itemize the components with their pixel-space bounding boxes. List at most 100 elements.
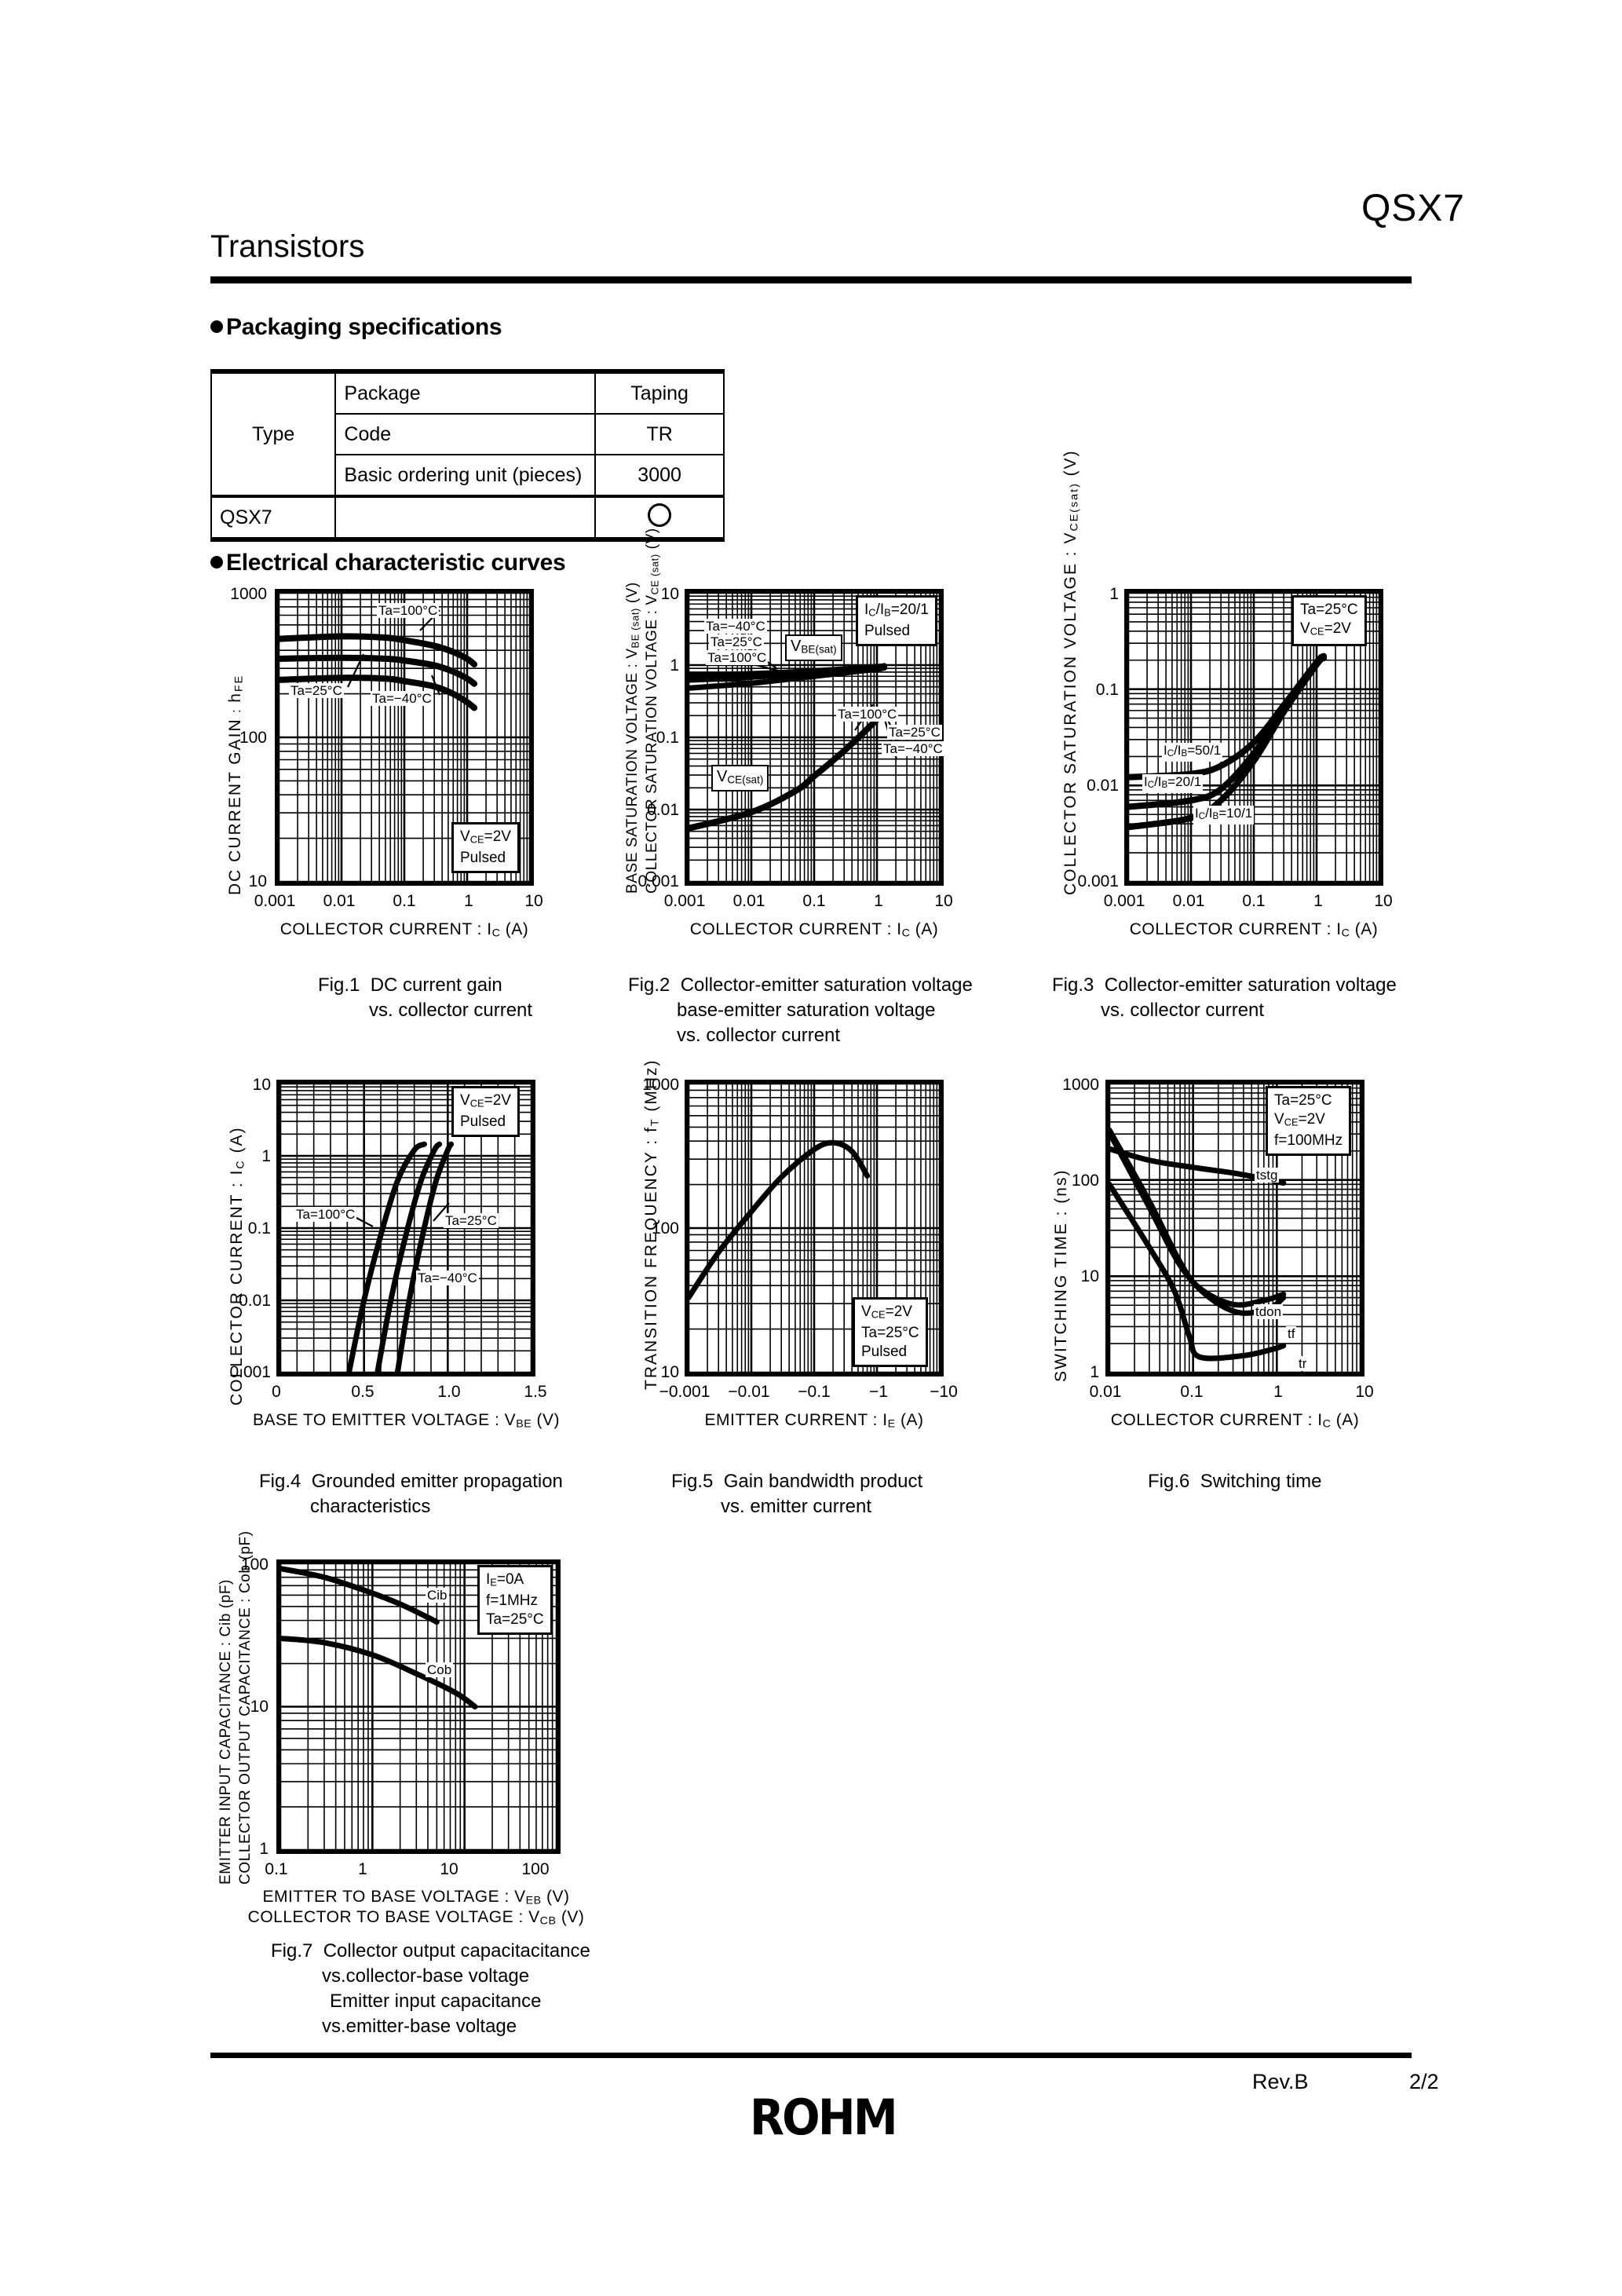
fig6-legend-line: Ta=25°C <box>1274 1092 1332 1109</box>
fig7-ytick: 100 <box>240 1556 269 1574</box>
fig3-xtick: 1 <box>1313 892 1323 910</box>
fig5-caption-line2: vs. emitter current <box>721 1496 872 1517</box>
curves-heading-label: Electrical characteristic curves <box>226 550 566 576</box>
fig2-annotation: Ta=100°C <box>836 707 899 722</box>
fig1-xtick: 0.1 <box>393 892 416 910</box>
packaging-heading-label: Packaging specifications <box>226 314 502 340</box>
fig6-annotation: tstg <box>1255 1168 1280 1183</box>
fig7-legend-line: Ta=25°C <box>486 1611 544 1629</box>
fig4-caption-line1: Fig.4 Grounded emitter propagation <box>259 1471 563 1492</box>
fig7-ytick: 10 <box>250 1698 269 1716</box>
fig2-ytick: 1 <box>670 656 679 675</box>
fig3-legend: Ta=25°C VCE=2V <box>1291 595 1367 647</box>
fig3-ytick: 1 <box>1109 585 1119 603</box>
fig1-legend: VCE=2V Pulsed <box>451 822 520 874</box>
fig7-legend: IE=0A f=1MHz Ta=25°C <box>477 1565 553 1636</box>
fig7-annotation: Cob <box>426 1662 454 1677</box>
fig3-caption-line1: Fig.3 Collector-emitter saturation volta… <box>1052 974 1397 996</box>
fig4-xtick: 0.5 <box>351 1383 374 1401</box>
fig1-y-axis-label: DC CURRENT GAIN : hFE <box>226 674 246 895</box>
fig1-annotation: Ta=−40°C <box>371 691 433 706</box>
fig2-xtick: 0.01 <box>732 892 765 910</box>
table-row: Type Package Taping <box>210 369 725 497</box>
fig6-ytick: 1000 <box>1062 1076 1099 1094</box>
part-taping-cell <box>594 495 725 542</box>
fig3-ytick: 0.001 <box>1077 872 1119 890</box>
fig5-caption-line1: Fig.5 Gain bandwidth product <box>671 1471 923 1492</box>
fig5-xtick: −0.001 <box>659 1383 711 1401</box>
fig3-y-axis-label: COLLECTOR SATURATION VOLTAGE : VCE(sat) … <box>1061 449 1081 895</box>
fig7-caption-line3: Emitter input capacitance <box>330 1991 542 2012</box>
fig6-xtick: 10 <box>1355 1383 1374 1401</box>
row-value-package: Taping <box>594 369 725 415</box>
fig6-annotation: tf <box>1286 1326 1297 1341</box>
circle-mark-icon <box>648 503 672 527</box>
row-value-ordering-unit: 3000 <box>594 454 725 497</box>
fig6-xtick: 0.1 <box>1180 1383 1204 1401</box>
fig7-x-axis-label-1: EMITTER TO BASE VOLTAGE : VEB (V) <box>262 1888 570 1907</box>
table-row: QSX7 <box>210 495 725 542</box>
fig2-legend-line: Pulsed <box>864 623 911 640</box>
fig3-ytick: 0.1 <box>1095 681 1119 699</box>
fig3-xtick: 0.01 <box>1172 892 1205 910</box>
type-header-cell: Type <box>210 369 337 497</box>
row-label-package: Package <box>334 369 597 415</box>
fig1-legend-line: VCE=2V <box>460 828 511 846</box>
fig3-ytick: 0.01 <box>1087 777 1119 795</box>
fig7-caption-line4: vs.emitter-base voltage <box>322 2016 517 2037</box>
fig4-ytick: 0.1 <box>247 1219 271 1238</box>
fig4-ytick: 0.001 <box>229 1363 271 1381</box>
fig7-annotation: Cib <box>426 1588 449 1603</box>
fig6-xtick: 1 <box>1273 1383 1283 1401</box>
fig4-legend-line: Pulsed <box>460 1113 506 1131</box>
fig1-annotation: Ta=100°C <box>377 603 440 618</box>
fig5-legend-line: Ta=25°C <box>861 1325 919 1342</box>
fig2-annotation: Ta=−40°C <box>704 619 767 634</box>
fig6-legend-line: VCE=2V <box>1274 1111 1325 1128</box>
fig1-xtick: 10 <box>524 892 543 910</box>
fig2-xtick: 1 <box>874 892 883 910</box>
rohm-logo: ROHM <box>750 2089 898 2146</box>
fig5-legend-line: VCE=2V <box>861 1303 912 1321</box>
fig6-ytick: 1 <box>1090 1363 1099 1381</box>
packaging-section-heading: Packaging specifications <box>210 314 502 341</box>
fig2-x-axis-label: COLLECTOR CURRENT : IC (A) <box>689 920 939 940</box>
fig6-legend-line: f=100MHz <box>1274 1132 1343 1150</box>
fig5-legend-line: Pulsed <box>861 1344 908 1361</box>
fig2-annotation: Ta=100°C <box>706 650 769 665</box>
fig5-xtick: −0.1 <box>798 1383 831 1401</box>
fig3-caption-line2: vs. collector current <box>1101 1000 1265 1021</box>
fig7-y-axis-label-1: EMITTER INPUT CAPACITANCE : Cib (pF) <box>217 1579 234 1885</box>
fig2-ytick: 0.001 <box>637 872 679 890</box>
bullet-icon <box>210 556 223 569</box>
fig7-xtick: 1 <box>358 1860 367 1878</box>
fig2-annotation: Ta=25°C <box>709 634 764 649</box>
row-label-ordering-unit: Basic ordering unit (pieces) <box>334 454 597 497</box>
fig4-plot-area <box>276 1080 535 1377</box>
fig2-ytick: 10 <box>660 585 679 603</box>
page-number: 2/2 <box>1409 2070 1439 2093</box>
fig6-legend: Ta=25°C VCE=2V f=100MHz <box>1266 1086 1352 1157</box>
fig2-xtick: 0.1 <box>802 892 826 910</box>
fig2-ytick: 0.1 <box>656 729 679 747</box>
fig6-ytick: 10 <box>1080 1267 1099 1285</box>
fig2-y-axis-label-2: COLLECTOR SATURATION VOLTAGE : VCE (sat)… <box>644 528 661 894</box>
fig1-caption-line2: vs. collector current <box>369 1000 533 1021</box>
fig3-legend-line: Ta=25°C <box>1300 601 1358 618</box>
fig2-label-vbe-sat: VBE(sat) <box>785 634 842 662</box>
fig3-xtick: 0.1 <box>1242 892 1266 910</box>
packaging-table: Type Package Taping Code TR Basic orderi… <box>210 369 725 542</box>
fig7-ytick: 1 <box>259 1840 269 1858</box>
fig4-xtick: 0 <box>272 1383 281 1401</box>
part-number: QSX7 <box>1361 188 1465 229</box>
fig5-ytick: 1000 <box>642 1076 679 1094</box>
fig1-ytick: 100 <box>239 729 267 747</box>
fig6-annotation: tdon <box>1254 1304 1284 1319</box>
fig1-xtick: 1 <box>464 892 473 910</box>
fig5-x-axis-label: EMITTER CURRENT : IE (A) <box>704 1411 924 1431</box>
fig4-xtick: 1.0 <box>437 1383 461 1401</box>
part-package-cell <box>334 495 597 542</box>
fig1-caption-line1: Fig.1 DC current gain <box>318 974 502 996</box>
fig6-annotation: tr <box>1297 1356 1309 1371</box>
fig6-caption-line1: Fig.6 Switching time <box>1148 1471 1322 1492</box>
